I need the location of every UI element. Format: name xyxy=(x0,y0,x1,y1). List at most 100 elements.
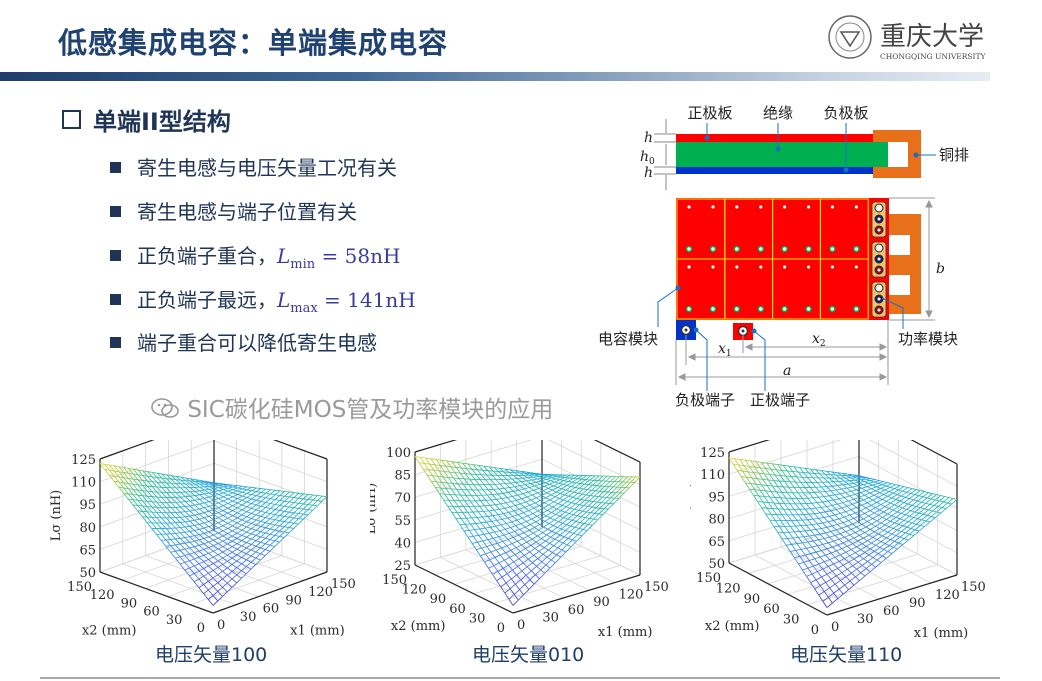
surface-mesh-line xyxy=(754,489,760,497)
surface-mesh-line xyxy=(806,525,811,531)
surface-mesh-line xyxy=(568,513,574,516)
surface-mesh-line xyxy=(510,482,517,484)
surface-mesh-line xyxy=(832,598,839,604)
surface-mesh-line xyxy=(832,523,838,527)
surface-mesh-line xyxy=(284,506,290,512)
surface-mesh-line xyxy=(464,500,470,507)
surface-mesh-line xyxy=(161,512,167,519)
surface-mesh-line xyxy=(777,508,783,515)
surface-mesh-line xyxy=(580,522,585,524)
surface-mesh-line xyxy=(528,527,535,531)
surface-mesh-line xyxy=(887,546,894,552)
surface-mesh-line xyxy=(222,571,228,576)
surface-mesh-line xyxy=(889,526,894,529)
surface-mesh-line xyxy=(868,481,875,484)
surface-mesh-line xyxy=(222,515,228,519)
surface-mesh-line xyxy=(123,467,129,474)
surface-mesh-line xyxy=(851,572,856,578)
surface-mesh-line xyxy=(849,493,856,497)
surface-mesh-line xyxy=(422,468,428,476)
surface-mesh-line xyxy=(170,528,176,534)
surface-mesh-line xyxy=(222,546,228,550)
surface-mesh-line xyxy=(587,506,592,508)
surface-mesh-line xyxy=(555,528,562,534)
surface-mesh-line xyxy=(532,558,539,564)
surface-mesh-line xyxy=(232,522,238,527)
surface-mesh-line xyxy=(232,502,238,507)
surface-mesh-line xyxy=(850,489,857,492)
surface-mesh-line xyxy=(582,506,589,512)
surface-mesh-line xyxy=(274,490,281,496)
surface-mesh-line xyxy=(855,532,860,536)
surface-mesh-line xyxy=(490,479,496,485)
surface-mesh-line xyxy=(227,507,233,511)
surface-mesh-line xyxy=(497,514,503,520)
surface-mesh-line xyxy=(236,540,242,544)
surface-mesh-line xyxy=(165,545,171,547)
surface-mesh-line xyxy=(863,497,869,501)
surface-mesh-line xyxy=(118,481,124,489)
surface-mesh-line xyxy=(298,498,304,504)
surface-mesh-line xyxy=(853,580,860,586)
surface-mesh-line xyxy=(199,490,205,495)
surface-mesh-line xyxy=(893,509,898,513)
surface-mesh-line xyxy=(868,512,875,517)
surface-mesh-line xyxy=(308,504,313,506)
surface-mesh-line xyxy=(289,501,295,504)
surface-mesh-line xyxy=(227,557,233,562)
surface-mesh-line xyxy=(563,531,570,537)
surface-mesh-line xyxy=(785,497,791,505)
surface-mesh-line xyxy=(595,485,602,492)
surface-mesh-line xyxy=(527,513,533,517)
surface-mesh-line xyxy=(525,484,530,488)
surface-mesh-line xyxy=(800,482,806,488)
surface-mesh-line xyxy=(524,524,531,528)
surface-mesh-line xyxy=(499,483,505,489)
surface-mesh-line xyxy=(809,558,815,561)
surface-mesh-line xyxy=(241,563,247,567)
surface-mesh-line xyxy=(926,493,933,499)
surface-mesh-line xyxy=(510,469,516,471)
surface-mesh-line xyxy=(128,488,134,495)
surface-mesh-line xyxy=(137,479,143,481)
surface-mesh-line xyxy=(547,528,553,532)
surface-mesh-line xyxy=(565,486,572,491)
surface-mesh-line xyxy=(514,485,521,488)
surface-mesh-line xyxy=(821,548,827,551)
surface-mesh-line xyxy=(189,500,195,506)
surface-mesh-line xyxy=(828,477,834,483)
surface-mesh-line xyxy=(753,494,759,497)
surface-mesh-line xyxy=(852,486,857,491)
surface-mesh-line xyxy=(944,496,949,498)
surface-mesh-line xyxy=(450,466,457,468)
surface-mesh-line xyxy=(561,524,567,530)
surface-mesh-line xyxy=(142,480,148,482)
surface-mesh-line xyxy=(461,467,466,474)
surface-mesh-line xyxy=(264,550,271,556)
surface-mesh-line xyxy=(833,481,838,486)
surface-mesh-line xyxy=(180,522,186,528)
surface-mesh-line xyxy=(246,508,252,513)
surface-mesh-line xyxy=(822,596,829,602)
surface-mesh-line xyxy=(180,501,186,507)
surface-mesh-line xyxy=(525,570,532,576)
surface-mesh-line xyxy=(898,524,903,527)
surface-mesh-line xyxy=(217,567,223,572)
surface-mesh-line xyxy=(496,499,501,505)
surface-mesh-line xyxy=(805,529,811,532)
surface-mesh-line xyxy=(514,551,521,555)
surface-mesh-line xyxy=(743,465,750,467)
surface-mesh-line xyxy=(250,535,257,540)
surface-mesh-line xyxy=(747,471,754,473)
surface-mesh-line xyxy=(846,503,853,507)
surface-mesh-line xyxy=(506,521,512,524)
surface-mesh-line xyxy=(550,478,557,482)
surface-mesh-line xyxy=(561,485,568,490)
surface-mesh-line xyxy=(894,536,901,542)
surface-mesh-line xyxy=(862,484,868,488)
surface-mesh-line xyxy=(911,500,918,506)
surface-mesh-line xyxy=(506,497,512,502)
x1-tick-label: 60 xyxy=(883,604,900,619)
surface-mesh-line xyxy=(852,540,859,545)
surface-mesh-line xyxy=(242,488,247,491)
